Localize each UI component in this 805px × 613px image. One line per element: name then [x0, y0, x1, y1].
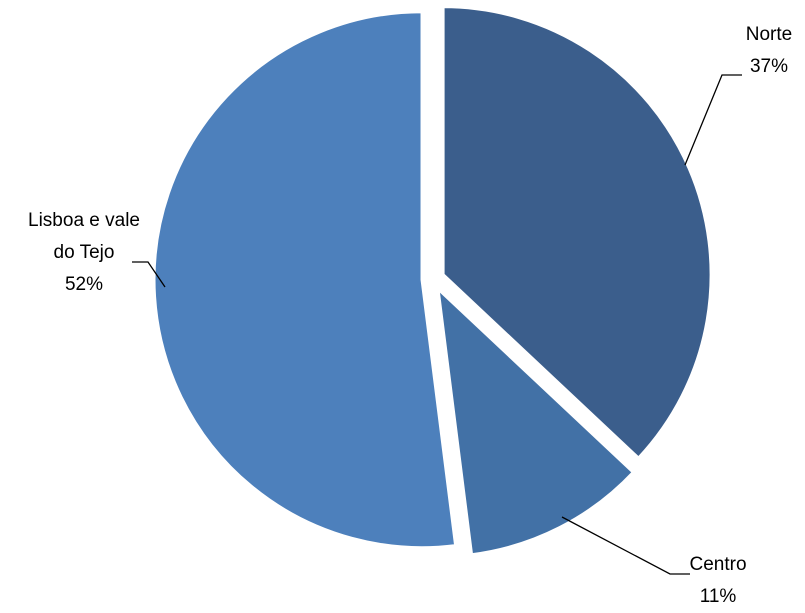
data-label-value-norte: 37%	[750, 56, 788, 77]
data-label-name-centro: Centro	[689, 554, 746, 575]
data-label-name-lisboa-e-vale-do-tejo: Lisboa e vale	[28, 210, 140, 231]
pie-slice-centro	[436, 287, 635, 557]
data-label-name-norte: Norte	[746, 24, 792, 45]
leader-line-lisboa-e-vale-do-tejo	[132, 261, 166, 288]
slices-layer	[152, 5, 713, 557]
pie-slice-lisboa-e-vale-do-tejo	[152, 10, 458, 550]
data-labels-layer: Norte 37% Centro 11% Lisboa e vale do Tejo 52%	[28, 24, 792, 607]
leader-lines-layer	[132, 74, 742, 575]
data-label-value-centro: 11%	[700, 586, 737, 607]
leader-line-norte	[684, 74, 742, 166]
data-label-value-lisboa-e-vale-do-tejo: 52%	[65, 274, 103, 295]
leader-line-centro	[561, 516, 690, 575]
pie-slice-norte	[441, 5, 713, 460]
data-label-name-lisboa-e-vale-do-tejo: do Tejo	[54, 242, 115, 263]
